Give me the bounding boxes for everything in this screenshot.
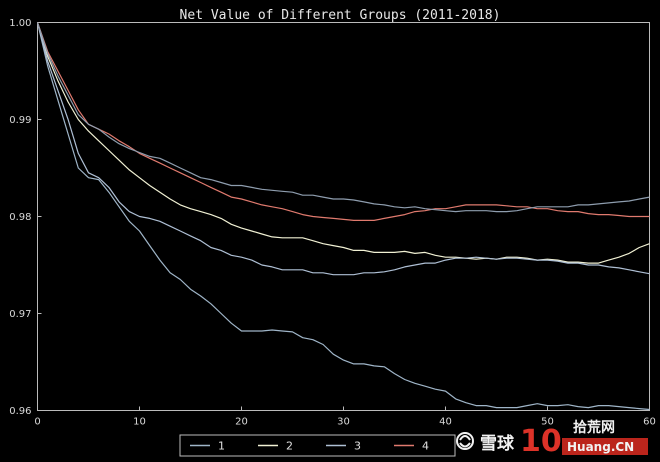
x-tick-label: 50 [541,417,554,428]
legend: 1 2 3 4 [179,434,456,457]
plot-frame [37,22,650,411]
watermark-right-text: Huang.CN [567,440,634,454]
watermark-number: 10 [520,424,562,459]
y-tick-label: 0.96 [9,406,31,417]
legend-label-1: 1 [218,440,225,453]
x-tick-label: 30 [337,417,350,428]
watermark: 雪球 10 拾荒网 Huang.CN [456,419,648,459]
legend-box [179,434,456,457]
x-tick-label: 10 [133,417,146,428]
legend-label-4: 4 [422,440,429,453]
y-axis: 0.96 0.97 0.98 0.99 1.00 [9,18,42,417]
x-tick-label: 60 [643,417,656,428]
y-tick-label: 0.99 [9,115,31,126]
watermark-left-text: 雪球 [480,434,515,454]
series-line-4 [36,22,650,221]
x-tick-label: 20 [235,417,248,428]
watermark-right-badge [562,438,648,455]
watermark-top-text: 拾荒网 [573,419,615,436]
legend-label-3: 3 [354,440,361,453]
series-line-2 [36,22,650,264]
series-line-unnamed-4 [36,22,650,213]
x-tick-label: 0 [34,417,40,428]
snowball-logo-icon [456,432,474,450]
x-axis: 0 10 20 30 40 50 60 [34,406,656,428]
x-tick-label: 40 [439,417,452,428]
series-line-1 [36,22,650,411]
y-tick-label: 1.00 [9,18,31,29]
legend-label-2: 2 [286,440,293,453]
y-tick-label: 0.98 [9,212,31,223]
series-line-3 [36,22,650,276]
chart-title: Net Value of Different Groups (2011-2018… [180,8,501,23]
series-lines [36,22,650,411]
y-tick-label: 0.97 [9,309,31,320]
